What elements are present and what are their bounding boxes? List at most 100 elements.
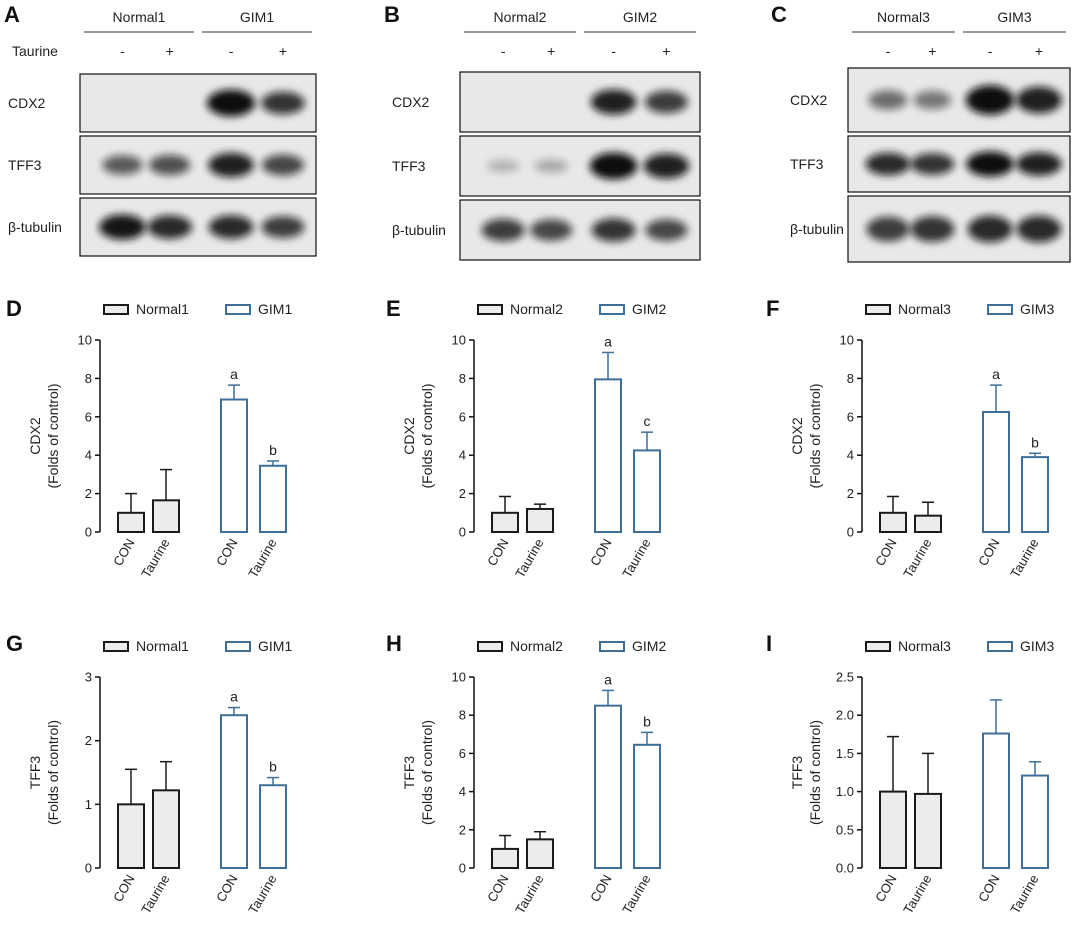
bar xyxy=(982,732,1010,870)
y-tick-label: 2 xyxy=(85,733,92,748)
y-tick-label: 8 xyxy=(847,371,854,386)
y-tick-label: 8 xyxy=(459,708,466,723)
y-tick-label: 10 xyxy=(78,333,92,348)
western-band xyxy=(913,90,952,110)
group-header: GIM3 xyxy=(997,9,1031,25)
y-tick-label: 0 xyxy=(847,525,854,540)
bar xyxy=(117,511,145,533)
significance-label: a xyxy=(992,366,1000,382)
chart-g: G Normal1 GIM1 0 1 2 3 TFF3 (Folds of control) CO… xyxy=(6,631,292,916)
western-band xyxy=(967,215,1013,243)
blot-panel-c: C Normal3 GIM3 - + - + CDX2 TFF3 β-tubulin xyxy=(771,2,1071,263)
legend-swatch-gim xyxy=(225,641,251,652)
x-tick-label: CON xyxy=(975,536,1002,569)
protein-label: β-tubulin xyxy=(392,222,446,238)
western-band xyxy=(530,219,573,241)
y-tick-label: 10 xyxy=(840,333,854,348)
panel-label-b: B xyxy=(384,2,400,27)
legend-swatch-gim xyxy=(599,641,625,652)
bar xyxy=(982,411,1010,533)
treatment-sign: - xyxy=(501,43,506,59)
y-tick-label: 8 xyxy=(459,371,466,386)
panel-label-c: C xyxy=(771,2,787,27)
y-tick-label: 2 xyxy=(459,486,466,501)
western-band xyxy=(591,218,636,242)
western-band xyxy=(1016,215,1062,243)
western-band xyxy=(966,151,1014,177)
bar xyxy=(633,743,661,869)
x-tick-label: CON xyxy=(110,872,137,905)
y-tick-label: 6 xyxy=(459,409,466,424)
y-tick-label: 6 xyxy=(85,409,92,424)
y-tick-label: 2 xyxy=(459,822,466,837)
legend-label: GIM1 xyxy=(258,638,292,654)
legend-label: Normal3 xyxy=(898,638,951,654)
significance-label: a xyxy=(230,366,238,382)
treatment-sign: + xyxy=(547,43,555,59)
protein-label: CDX2 xyxy=(392,94,430,110)
western-band xyxy=(102,155,143,175)
treatment-sign: + xyxy=(166,43,174,59)
y-tick-label: 1.0 xyxy=(836,784,854,799)
bar xyxy=(491,847,519,870)
treatment-label: Taurine xyxy=(12,43,58,59)
treatment-sign: - xyxy=(886,43,891,59)
protein-label: β-tubulin xyxy=(790,221,844,237)
y-tick-label: 10 xyxy=(452,670,466,685)
western-band xyxy=(589,152,638,180)
chart-d: D Normal1 GIM1 0 2 4 6 8 10 CDX2 (Folds of control… xyxy=(6,296,292,580)
x-tick-label: Taurine xyxy=(512,872,546,916)
y-tick-label: 8 xyxy=(85,371,92,386)
x-tick-label: CON xyxy=(484,872,511,905)
y-axis-label: (Folds of control) xyxy=(807,383,823,488)
group-header: Normal1 xyxy=(113,9,166,25)
bar xyxy=(633,449,661,533)
panel-label-i: I xyxy=(766,631,772,656)
western-band xyxy=(208,152,254,178)
legend-swatch-normal xyxy=(477,641,503,652)
x-tick-label: Taurine xyxy=(512,536,546,580)
western-band xyxy=(866,216,910,242)
bar xyxy=(220,714,248,870)
chart-f: F Normal3 GIM3 0 2 4 6 8 10 CDX2 (Folds of control… xyxy=(766,296,1054,580)
y-axis-label: (Folds of control) xyxy=(807,720,823,825)
panel-label-g: G xyxy=(6,631,23,656)
x-tick-label: CON xyxy=(213,536,240,569)
legend-label: Normal2 xyxy=(510,301,563,317)
y-tick-label: 0.0 xyxy=(836,861,854,876)
bar xyxy=(526,507,554,533)
protein-label: TFF3 xyxy=(790,156,824,172)
protein-label: β-tubulin xyxy=(8,219,62,235)
western-band xyxy=(147,215,193,239)
blot-panel-b: B Normal2 GIM2 - + - + CDX2 TFF3 β-tubulin xyxy=(384,2,701,261)
y-tick-label: 4 xyxy=(459,448,466,463)
x-tick-label: CON xyxy=(975,872,1002,905)
western-band xyxy=(645,219,688,241)
x-tick-label: CON xyxy=(484,536,511,569)
bar xyxy=(220,398,248,533)
treatment-sign: + xyxy=(662,43,670,59)
bar xyxy=(117,803,145,869)
x-tick-label: CON xyxy=(872,872,899,905)
western-band xyxy=(1016,86,1062,114)
y-axis-label: TFF3 xyxy=(401,756,417,790)
y-tick-label: 4 xyxy=(459,784,466,799)
western-band xyxy=(910,153,955,175)
protein-label: TFF3 xyxy=(8,157,42,173)
x-tick-label: Taurine xyxy=(900,872,934,916)
legend-label: GIM1 xyxy=(258,301,292,317)
western-band xyxy=(99,214,146,240)
bar xyxy=(914,514,942,533)
bar xyxy=(594,704,622,870)
western-band xyxy=(865,152,911,176)
treatment-sign: + xyxy=(1035,43,1043,59)
x-tick-label: Taurine xyxy=(138,536,172,580)
y-tick-label: 1.5 xyxy=(836,746,854,761)
protein-label: CDX2 xyxy=(8,95,46,111)
panel-label-d: D xyxy=(6,296,22,321)
chart-e: E Normal2 GIM2 0 2 4 6 8 10 CDX2 (Folds of control… xyxy=(386,296,666,580)
legend-label: GIM2 xyxy=(632,301,666,317)
legend-label: Normal1 xyxy=(136,301,189,317)
x-tick-label: CON xyxy=(110,536,137,569)
